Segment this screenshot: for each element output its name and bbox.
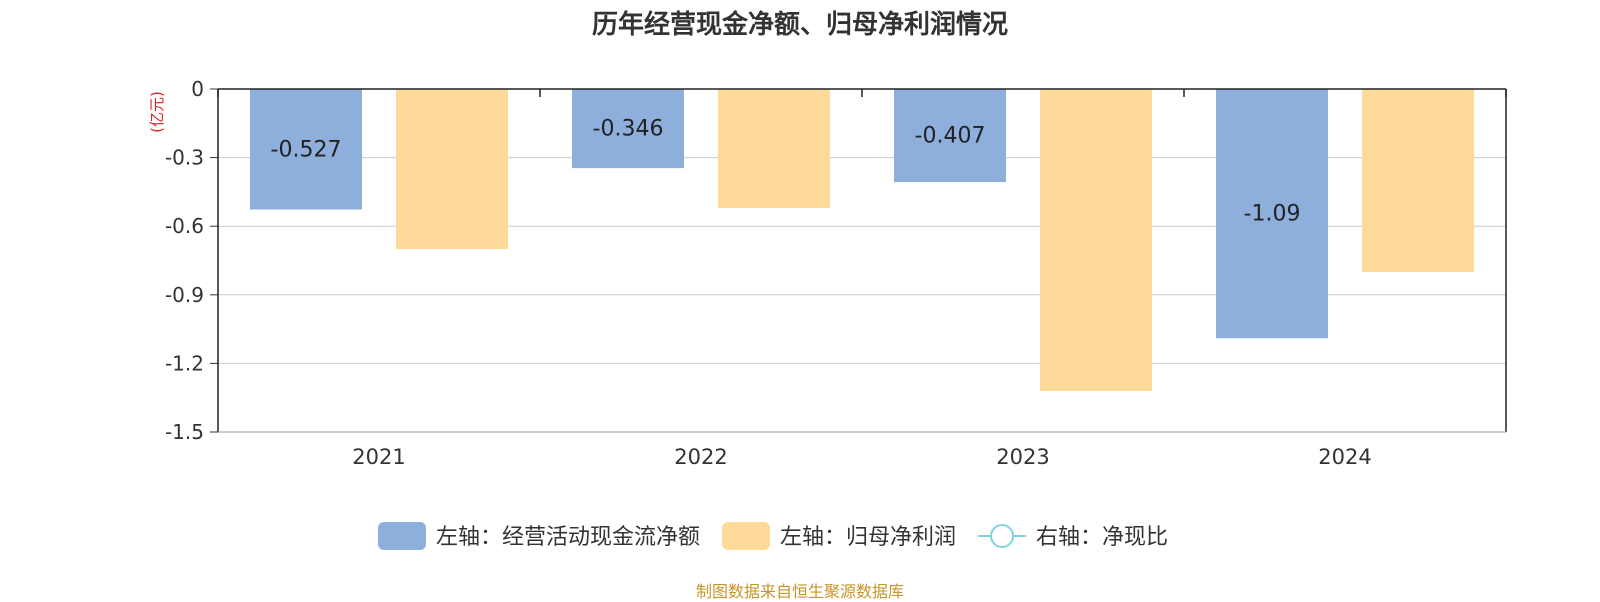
legend-swatch [378, 522, 426, 550]
x-tick-label: 2022 [674, 445, 727, 469]
y-axis-label: (亿元) [148, 91, 166, 133]
bar-左轴：经营活动现金流净额-2021 [250, 89, 362, 210]
bar-左轴：归母净利润-2024 [1362, 89, 1474, 272]
legend-marker [990, 524, 1015, 548]
legend-swatch [722, 522, 771, 550]
legend-label: 左轴：经营活动现金流净额 [436, 525, 700, 550]
legend-label: 右轴：净现比 [1036, 525, 1168, 550]
bar-左轴：归母净利润-2021 [396, 89, 508, 250]
legend-label: 左轴：归母净利润 [780, 525, 956, 550]
y-tick-label: -0.3 [165, 146, 204, 170]
x-tick-label: 2021 [352, 445, 405, 469]
source-note: 制图数据来自恒生聚源数据库 [695, 582, 904, 601]
data-label: -1.09 [1244, 202, 1301, 227]
axes: 0 -0.3 -0.6 -0.9 -1.2 -1.5 (亿元) 2021 2022 2023 202… [148, 77, 1507, 469]
bar-左轴：经营活动现金流净额-2023 [894, 89, 1006, 183]
data-label: -0.346 [593, 117, 664, 142]
y-tick-label: -1.5 [165, 420, 204, 444]
x-tick-label: 2023 [996, 445, 1049, 469]
data-label: -0.527 [271, 137, 342, 162]
y-tick-label: -0.9 [165, 283, 204, 307]
bar-左轴：归母净利润-2022 [718, 89, 830, 208]
y-tick-label: -1.2 [165, 351, 204, 375]
bar-左轴：经营活动现金流净额-2022 [572, 89, 684, 169]
chart-title: 历年经营现金净额、归母净利润情况 [591, 10, 1008, 40]
bars [250, 89, 1474, 391]
y-tick-label: 0 [191, 77, 204, 101]
x-tick-label: 2024 [1318, 445, 1371, 469]
bar-左轴：经营活动现金流净额-2024 [1216, 89, 1328, 339]
legend: 左轴：经营活动现金流净额 左轴：归母净利润 右轴：净现比 [378, 522, 1168, 550]
y-tick-label: -0.6 [165, 214, 204, 238]
data-labels: -0.527 -0.346 -0.407 -1.09 [271, 117, 1301, 227]
bar-左轴：归母净利润-2023 [1040, 89, 1152, 391]
data-label: -0.407 [915, 124, 986, 149]
